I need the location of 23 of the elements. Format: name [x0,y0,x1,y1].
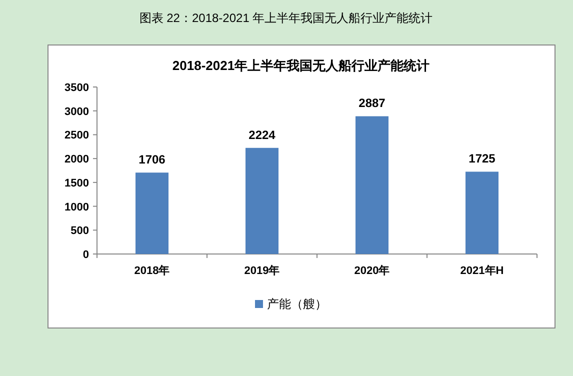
data-label: 2224 [248,128,276,142]
bar [356,116,388,254]
data-label: 1706 [138,152,166,167]
x-tick-label: 2019年 [244,264,280,277]
y-tick-label: 1000 [64,201,89,214]
data-label: 1725 [468,152,496,166]
y-tick-label: 1500 [64,177,89,190]
chart-title: 2018-2021年上半年我国无人船行业产能统计 [172,58,430,73]
y-tick-label: 2000 [64,154,89,166]
legend-label: 产能（艘） [267,297,327,311]
y-tick-label: 0 [82,249,89,261]
y-tick-label: 500 [70,225,89,238]
bar [466,172,498,254]
y-tick-label: 3500 [64,82,89,94]
y-tick-label: 2500 [64,130,89,142]
text: 图表 22：2018-2021 年上半年我国无人船行业产能统计 [139,11,433,25]
bar [246,148,278,254]
bar [136,172,168,254]
y-tick-label: 3000 [64,106,89,118]
data-label: 2887 [358,96,386,110]
x-tick-label: 2018年 [134,264,170,277]
x-tick-label: 2020年 [354,264,390,277]
x-tick-label: 2021年H [460,264,504,277]
